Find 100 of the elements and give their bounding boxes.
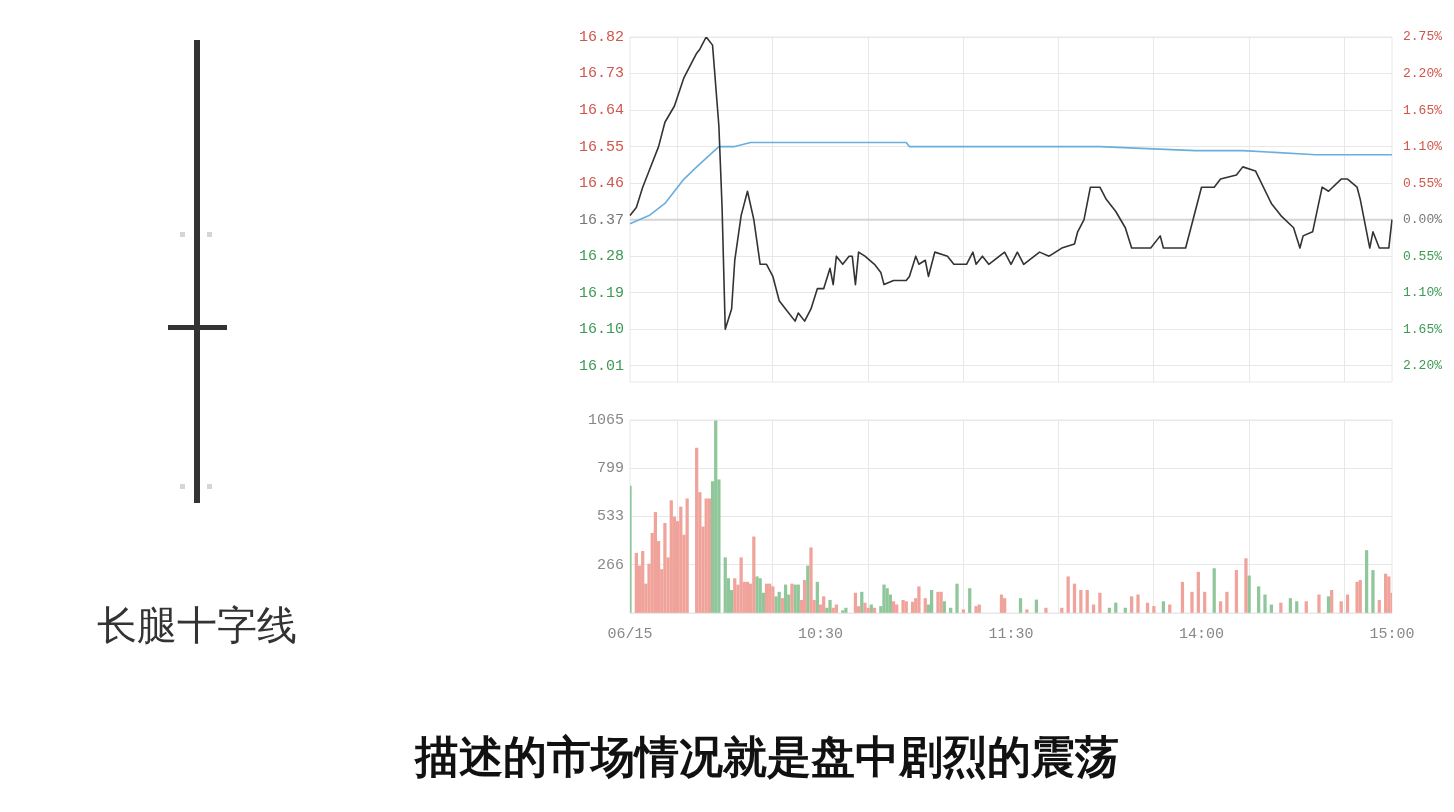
bar — [1377, 599, 1381, 613]
x-tick-label: 06/15 — [607, 625, 653, 643]
bar — [1190, 591, 1194, 613]
bar — [961, 609, 966, 613]
bar — [1358, 580, 1362, 613]
bar — [1257, 586, 1261, 613]
y-tick-label: 799 — [596, 460, 624, 478]
bar — [1218, 601, 1223, 613]
bar — [1152, 606, 1156, 613]
y-tick-label: 16.73 — [578, 65, 624, 83]
y2-tick-label: 1.65% — [1403, 102, 1443, 118]
bar — [1263, 594, 1267, 613]
bar — [1107, 607, 1112, 613]
y-tick-label: 16.37 — [578, 211, 624, 229]
bar — [860, 591, 864, 613]
y-tick-label: 16.19 — [578, 284, 624, 302]
bar — [955, 583, 959, 613]
y2-tick-label: 1.10% — [1403, 285, 1443, 301]
bar — [828, 599, 832, 613]
text: 长腿十字线 — [97, 602, 297, 649]
bar — [1330, 590, 1334, 613]
bar — [841, 610, 845, 613]
bar — [1161, 601, 1166, 613]
y-tick-label: 533 — [596, 508, 624, 526]
bar — [1079, 590, 1083, 613]
text: 描述的市场情况就是盘中剧烈的震荡 — [413, 731, 1120, 783]
y-tick-label: 266 — [596, 556, 624, 574]
bar — [679, 506, 683, 613]
bar — [764, 583, 769, 613]
y2-tick-label: 2.20% — [1403, 66, 1443, 81]
bar — [634, 552, 638, 613]
bar — [1044, 607, 1048, 613]
y-tick-label: 1065 — [587, 411, 624, 429]
bar — [707, 498, 712, 613]
bar — [723, 557, 727, 613]
bar — [1145, 602, 1150, 613]
y-tick-label: 16.10 — [578, 321, 624, 339]
bar — [815, 581, 819, 613]
bar — [783, 584, 788, 613]
bar — [1025, 609, 1029, 613]
bar — [1355, 581, 1359, 613]
bar — [1288, 598, 1293, 613]
y2-tick-label: 2.20% — [1403, 358, 1443, 374]
bar — [844, 607, 848, 613]
y2-tick-label: 0.00% — [1403, 212, 1443, 228]
bar — [1247, 575, 1251, 613]
bar — [777, 591, 781, 613]
bar — [1279, 602, 1283, 613]
bar — [1003, 598, 1007, 613]
bar — [1130, 596, 1134, 613]
bar — [733, 578, 737, 613]
bar — [780, 598, 785, 613]
bar — [771, 586, 775, 613]
bar — [999, 594, 1004, 613]
bar — [1066, 576, 1070, 613]
bar — [853, 592, 858, 613]
bar — [1114, 602, 1118, 613]
bar — [1304, 601, 1308, 613]
bar — [901, 599, 905, 613]
bar — [755, 576, 759, 613]
bar — [796, 584, 800, 613]
bar — [968, 588, 972, 613]
y-tick-label: 16.28 — [578, 248, 624, 266]
x-tick-label: 15:00 — [1369, 625, 1415, 643]
bar — [630, 485, 632, 613]
y-tick-label: 16.46 — [578, 175, 624, 193]
bar — [917, 586, 921, 613]
bar — [1317, 594, 1321, 613]
y-tick-label: 16.01 — [578, 357, 624, 375]
y2-tick-label: 1.10% — [1403, 139, 1443, 155]
bar — [1018, 598, 1023, 613]
x-tick-label: 11:30 — [988, 625, 1034, 643]
bar — [806, 565, 810, 613]
bar — [872, 607, 877, 613]
bar — [1345, 594, 1350, 613]
bar — [1234, 570, 1239, 613]
bar — [1371, 570, 1375, 613]
bar — [1098, 592, 1102, 613]
bar — [882, 584, 886, 613]
bar — [1295, 601, 1299, 613]
bar — [822, 596, 826, 613]
bar — [942, 601, 946, 613]
bar — [1244, 558, 1248, 613]
bar — [936, 591, 940, 613]
bar — [1136, 594, 1140, 613]
bar — [1180, 581, 1185, 613]
bar — [1034, 599, 1039, 613]
bar — [1339, 601, 1343, 613]
x-tick-label: 14:00 — [1178, 625, 1225, 643]
bar — [1060, 607, 1064, 613]
bar — [904, 601, 908, 613]
y2-tick-label: 0.55% — [1403, 248, 1443, 264]
bar — [695, 447, 699, 613]
bar — [714, 420, 718, 613]
y-tick-label: 16.64 — [578, 102, 624, 120]
bar — [1364, 550, 1369, 613]
bar — [1384, 573, 1388, 613]
bar — [863, 602, 867, 613]
bar — [774, 596, 778, 613]
y2-tick-label: 2.75% — [1403, 29, 1443, 45]
